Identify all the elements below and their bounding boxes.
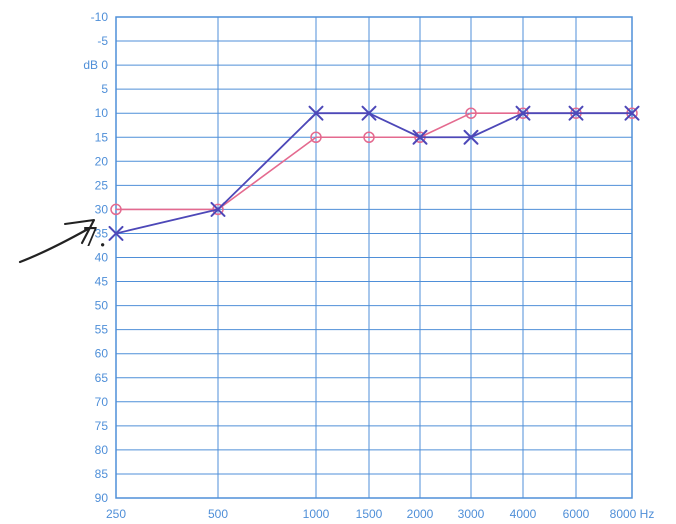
label-layer: -10 -5 dB 0 5 10 15 20 25 30 35 40 45 50 55 60 65 70 75 80… [83, 10, 654, 521]
hand-arrow-head [63, 218, 96, 245]
y-tick-label: 50 [95, 299, 109, 313]
grid-layer [115, 16, 633, 499]
x-tick-label: 1000 [303, 507, 330, 521]
x-tick-label: 500 [208, 507, 228, 521]
hand-annotation-text: 7. [82, 223, 107, 253]
y-tick-label: 80 [95, 443, 109, 457]
x-tick-label: 2000 [407, 507, 434, 521]
circle-marker [310, 131, 322, 143]
y-tick-label: dB 0 [83, 58, 108, 72]
hand-arrow-line [18, 227, 90, 264]
y-tick-label: 90 [95, 491, 109, 505]
circle-marker [212, 203, 224, 216]
annotation-layer: 7. [18, 218, 107, 264]
y-tick-label: 35 [95, 226, 109, 240]
x-tick-label: 4000 [510, 507, 537, 521]
y-tick-label: 25 [95, 178, 109, 192]
x-marker [108, 225, 124, 241]
x-marker [568, 105, 584, 121]
x-marker [412, 129, 428, 145]
y-tick-label: 55 [95, 323, 109, 337]
y-tick-label: 45 [95, 275, 109, 289]
y-tick-label: 60 [95, 347, 109, 361]
x-marker [210, 201, 226, 217]
x-tick-label: 250 [106, 507, 126, 521]
circle-marker [363, 131, 375, 143]
x-tick-label: 8000 Hz [610, 507, 655, 521]
y-tick-label: -10 [91, 10, 109, 24]
y-tick-label: 20 [95, 154, 109, 168]
y-tick-label: 65 [95, 371, 109, 385]
y-tick-label: 10 [95, 106, 109, 120]
x-tick-label: 3000 [458, 507, 485, 521]
x-marker [308, 105, 324, 121]
y-tick-label: 85 [95, 467, 109, 481]
y-tick-label: 15 [95, 130, 109, 144]
y-tick-label: 70 [95, 395, 109, 409]
x-tick-label: 1500 [356, 507, 383, 521]
y-tick-label: -5 [97, 34, 108, 48]
x-marker [361, 105, 377, 121]
x-marker [624, 105, 640, 121]
x-marker [515, 105, 531, 121]
circle-marker [465, 107, 477, 119]
y-tick-label: 30 [95, 202, 109, 216]
y-tick-label: 40 [95, 251, 109, 265]
y-tick-label: 5 [101, 82, 108, 96]
circle-marker [110, 203, 122, 216]
series-x-line [115, 112, 633, 235]
series-layer [108, 105, 640, 241]
y-tick-label: 75 [95, 419, 109, 433]
x-tick-label: 6000 [563, 507, 590, 521]
x-marker [463, 129, 479, 145]
